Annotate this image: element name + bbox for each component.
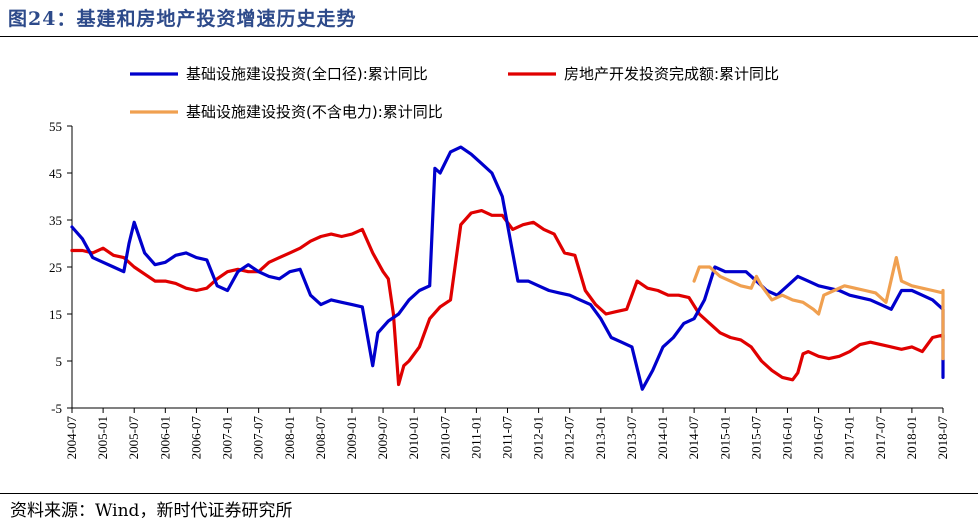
series-line-2 (692, 256, 945, 361)
x-tick-label: 2013-07 (624, 416, 639, 460)
x-tick-label: 2016-01 (779, 416, 794, 459)
x-tick-label: 2015-01 (717, 416, 732, 459)
legend: 基础设施建设投资(全口径):累计同比 房地产开发投资完成额:累计同比基础设施建设投… (130, 65, 779, 121)
x-tick-label: 2012-07 (562, 416, 577, 460)
x-tick-label: 2006-07 (188, 416, 203, 460)
x-tick-label: 2009-01 (344, 416, 359, 459)
x-tick-label: 2007-01 (220, 416, 235, 459)
series-line-1 (70, 209, 945, 387)
x-tick-label: 2008-01 (282, 416, 297, 459)
x-tick-label: 2016-07 (811, 416, 826, 460)
x-tick-label: 2007-07 (251, 416, 266, 460)
y-tick-label: -5 (51, 401, 62, 416)
source-divider (0, 493, 978, 494)
y-tick-label: 15 (49, 307, 62, 322)
title-divider (0, 36, 978, 37)
x-tick-label: 2014-01 (655, 416, 670, 459)
x-tick-label: 2017-01 (842, 416, 857, 459)
series-lines (70, 145, 945, 391)
x-tick-label: 2013-01 (593, 416, 608, 459)
x-tick-label: 2006-01 (157, 416, 172, 459)
x-tick-label: 2009-07 (375, 416, 390, 460)
x-tick-label: 2005-07 (126, 416, 141, 460)
x-tick-label: 2008-07 (313, 416, 328, 460)
series-line-0 (70, 145, 945, 391)
line-chart: 基础设施建设投资(全口径):累计同比 房地产开发投资完成额:累计同比基础设施建设投… (49, 65, 950, 459)
x-tick-label: 2014-07 (686, 416, 701, 460)
legend-label-2: 基础设施建设投资(不含电力):累计同比 (186, 103, 443, 121)
x-tick-label: 2018-01 (904, 416, 919, 459)
x-tick-label: 2015-07 (748, 416, 763, 460)
x-tick-label: 2012-01 (531, 416, 546, 459)
x-tick-label: 2018-07 (935, 416, 950, 460)
y-tick-label: 5 (56, 354, 63, 369)
x-tick-label: 2017-07 (873, 416, 888, 460)
x-tick-label: 2011-07 (500, 416, 515, 459)
source-note: 资料来源：Wind，新时代证券研究所 (10, 501, 293, 521)
x-tick-label: 2004-07 (64, 416, 79, 460)
y-tick-label: 45 (49, 166, 62, 181)
x-tick-label: 2010-07 (437, 416, 452, 460)
x-tick-label: 2010-01 (406, 416, 421, 459)
y-tick-label: 35 (49, 213, 62, 228)
legend-label-1: 房地产开发投资完成额:累计同比 (564, 65, 779, 83)
y-tick-label: 55 (49, 119, 62, 134)
legend-label-0: 基础设施建设投资(全口径):累计同比 (186, 65, 428, 83)
y-tick-label: 25 (49, 260, 62, 275)
x-tick-label: 2011-01 (468, 416, 483, 459)
chart-title: 图24：基建和房地产投资增速历史走势 (8, 8, 357, 30)
x-tick-label: 2005-01 (95, 416, 110, 459)
